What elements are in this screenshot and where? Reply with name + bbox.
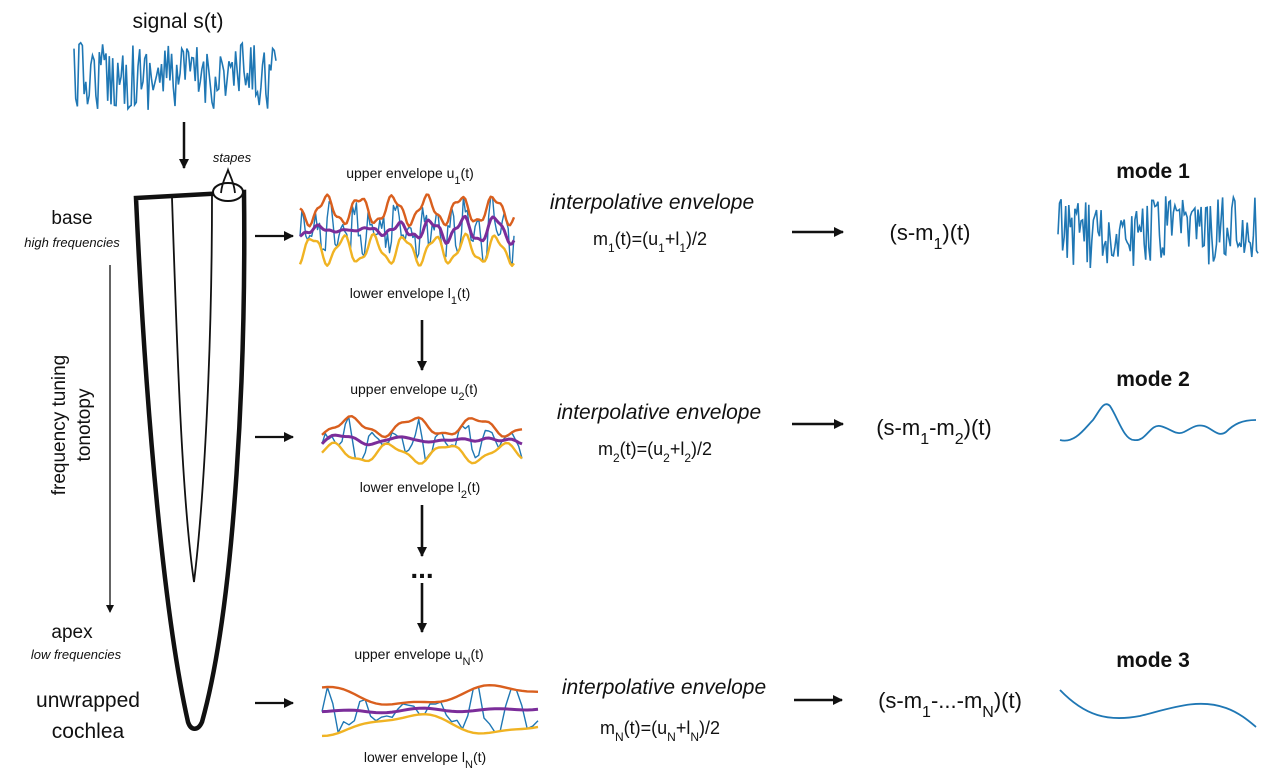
base-label: base [51,208,92,229]
apex-label: apex [51,622,93,643]
row3-interpolative-envelope-label: interpolative envelope [562,676,766,699]
row-2: upper envelope u2(t) lower envelope l2(t… [320,368,1257,501]
ellipsis: ... [410,553,433,584]
mode3-waveform [1059,689,1257,728]
row1-envelope-plot [298,193,516,267]
tonotopy-label: tonotopy [74,388,95,461]
stapes-label: stapes [213,150,252,165]
cochlea-drawing [133,167,247,731]
row2-residual-label: (s-m1-m2)(t) [876,415,992,448]
row1-lower-envelope [298,232,515,267]
row1-residual-label: (s-m1)(t) [890,220,971,253]
row3-lower-envelope [321,713,539,738]
row3-lower-envelope-label: lower envelope lN(t) [364,749,486,768]
row3-residual-label: (s-m1-...-mN)(t) [878,688,1022,721]
row3-upper-envelope-label: upper envelope uN(t) [354,646,483,668]
row3-formula: mN(t)=(uN+lN)/2 [600,718,720,744]
cochlea-outline [133,189,247,731]
row1-lower-envelope-label: lower envelope l1(t) [350,285,471,307]
row1-interpolative-envelope-label: interpolative envelope [550,191,754,214]
row1-formula: m1(t)=(u1+l1)/2 [593,229,707,255]
row3-envelope-plot [321,684,539,738]
row2-interpolative-envelope-label: interpolative envelope [557,401,761,424]
stapes-footplate [212,182,244,202]
row1-upper-envelope-label: upper envelope u1(t) [346,165,474,187]
row-1: upper envelope u1(t) lower envelope l1(t… [298,160,1259,307]
mode3-label: mode 3 [1116,649,1190,672]
row-3: upper envelope uN(t) lower envelope lN(t… [321,646,1257,768]
signal-label: signal s(t) [132,10,223,33]
base-sublabel: high frequencies [24,235,120,250]
row2-upper-envelope [321,415,523,439]
cochlea-label: cochlea [52,720,125,743]
mode1-waveform [1057,194,1259,269]
frequency-tuning-label: frequency tuning [49,355,70,496]
signal-waveform [73,41,277,112]
basilar-membrane [171,195,213,583]
row3-mean-envelope [321,706,539,715]
row1-upper-envelope [299,193,516,228]
stapes-body [220,167,236,194]
row3-upper-envelope [321,684,539,706]
row2-lower-envelope [321,441,523,465]
unwrapped-label: unwrapped [36,689,140,712]
row2-lower-envelope-label: lower envelope l2(t) [360,479,481,501]
row2-mean-envelope [320,433,523,447]
mode2-label: mode 2 [1116,368,1190,391]
apex-sublabel: low frequencies [31,647,122,662]
row1-mean-envelope [299,214,516,246]
row2-envelope-plot [320,415,523,465]
mode1-label: mode 1 [1116,160,1190,183]
row2-formula: m2(t)=(u2+l2)/2 [598,439,712,465]
row3-signal-trace [321,686,539,734]
row2-upper-envelope-label: upper envelope u2(t) [350,381,478,403]
mode2-waveform [1059,403,1257,442]
